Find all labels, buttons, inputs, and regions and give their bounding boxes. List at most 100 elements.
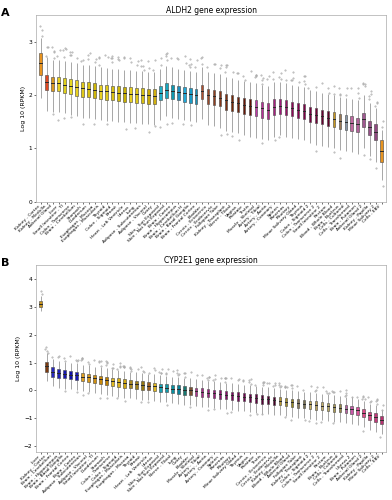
- Bar: [51, 76, 54, 92]
- Bar: [81, 82, 84, 97]
- Bar: [261, 102, 263, 118]
- Bar: [285, 100, 287, 116]
- Bar: [327, 111, 329, 126]
- Bar: [303, 400, 305, 408]
- Bar: [285, 398, 287, 406]
- Bar: [40, 52, 42, 75]
- Bar: [117, 378, 120, 387]
- Text: A: A: [1, 8, 9, 18]
- Bar: [327, 402, 329, 411]
- Bar: [303, 104, 305, 119]
- Bar: [57, 369, 60, 378]
- Bar: [225, 94, 227, 110]
- Bar: [99, 376, 102, 384]
- Bar: [105, 376, 108, 385]
- Bar: [177, 86, 180, 100]
- Bar: [111, 378, 114, 386]
- Bar: [345, 116, 347, 130]
- Bar: [213, 390, 216, 398]
- Bar: [213, 90, 216, 105]
- Bar: [159, 86, 162, 100]
- Bar: [195, 388, 198, 396]
- Bar: [189, 88, 192, 102]
- Bar: [315, 402, 317, 409]
- Bar: [129, 380, 132, 388]
- Bar: [297, 400, 299, 407]
- Y-axis label: Log 10 (RPKM): Log 10 (RPKM): [16, 336, 21, 381]
- Bar: [309, 400, 311, 409]
- Bar: [135, 88, 138, 102]
- Bar: [231, 95, 233, 110]
- Bar: [321, 110, 323, 124]
- Bar: [69, 371, 72, 380]
- Bar: [380, 416, 383, 424]
- Bar: [374, 124, 377, 140]
- Bar: [243, 393, 245, 402]
- Bar: [279, 99, 281, 114]
- Bar: [207, 389, 209, 398]
- Bar: [350, 116, 353, 131]
- Bar: [171, 385, 174, 393]
- Bar: [255, 100, 257, 116]
- Bar: [332, 404, 335, 412]
- Bar: [368, 412, 371, 420]
- Bar: [291, 398, 293, 407]
- Bar: [117, 86, 120, 101]
- Bar: [87, 374, 90, 382]
- Bar: [69, 79, 72, 94]
- Bar: [267, 103, 269, 119]
- Bar: [81, 373, 84, 382]
- Text: B: B: [1, 258, 9, 268]
- Bar: [267, 396, 269, 404]
- Bar: [141, 88, 143, 103]
- Bar: [363, 409, 365, 418]
- Bar: [153, 90, 156, 104]
- Bar: [309, 107, 311, 122]
- Bar: [111, 86, 114, 100]
- Bar: [201, 388, 203, 396]
- Bar: [165, 384, 168, 392]
- Bar: [261, 395, 263, 404]
- Title: ALDH2 gene expression: ALDH2 gene expression: [166, 6, 257, 15]
- Bar: [255, 394, 257, 402]
- Bar: [363, 112, 365, 127]
- Bar: [225, 391, 227, 400]
- Bar: [177, 386, 180, 394]
- Bar: [332, 112, 335, 127]
- Bar: [105, 85, 108, 100]
- Bar: [315, 108, 317, 124]
- Bar: [237, 97, 240, 112]
- Bar: [297, 103, 299, 118]
- Bar: [207, 89, 209, 104]
- Bar: [45, 76, 48, 90]
- Bar: [159, 384, 162, 392]
- Bar: [87, 82, 90, 98]
- Bar: [171, 84, 174, 100]
- Bar: [219, 390, 221, 398]
- Bar: [345, 405, 347, 413]
- Bar: [339, 404, 341, 412]
- Bar: [356, 118, 359, 132]
- Bar: [243, 98, 245, 114]
- Bar: [291, 102, 293, 116]
- Bar: [183, 386, 185, 394]
- Bar: [201, 84, 203, 99]
- Bar: [374, 414, 377, 422]
- Bar: [123, 86, 126, 102]
- Bar: [64, 370, 66, 378]
- Bar: [147, 89, 150, 104]
- Y-axis label: Log 10 (RPKM): Log 10 (RPKM): [21, 86, 26, 131]
- Bar: [237, 392, 240, 400]
- Bar: [273, 100, 275, 116]
- Bar: [368, 120, 371, 135]
- Bar: [99, 84, 102, 100]
- Bar: [279, 397, 281, 406]
- Bar: [75, 372, 78, 380]
- Bar: [75, 80, 78, 96]
- Bar: [380, 140, 383, 162]
- Bar: [153, 382, 156, 391]
- Bar: [189, 387, 192, 395]
- Bar: [64, 78, 66, 92]
- Bar: [339, 114, 341, 128]
- Bar: [147, 382, 150, 390]
